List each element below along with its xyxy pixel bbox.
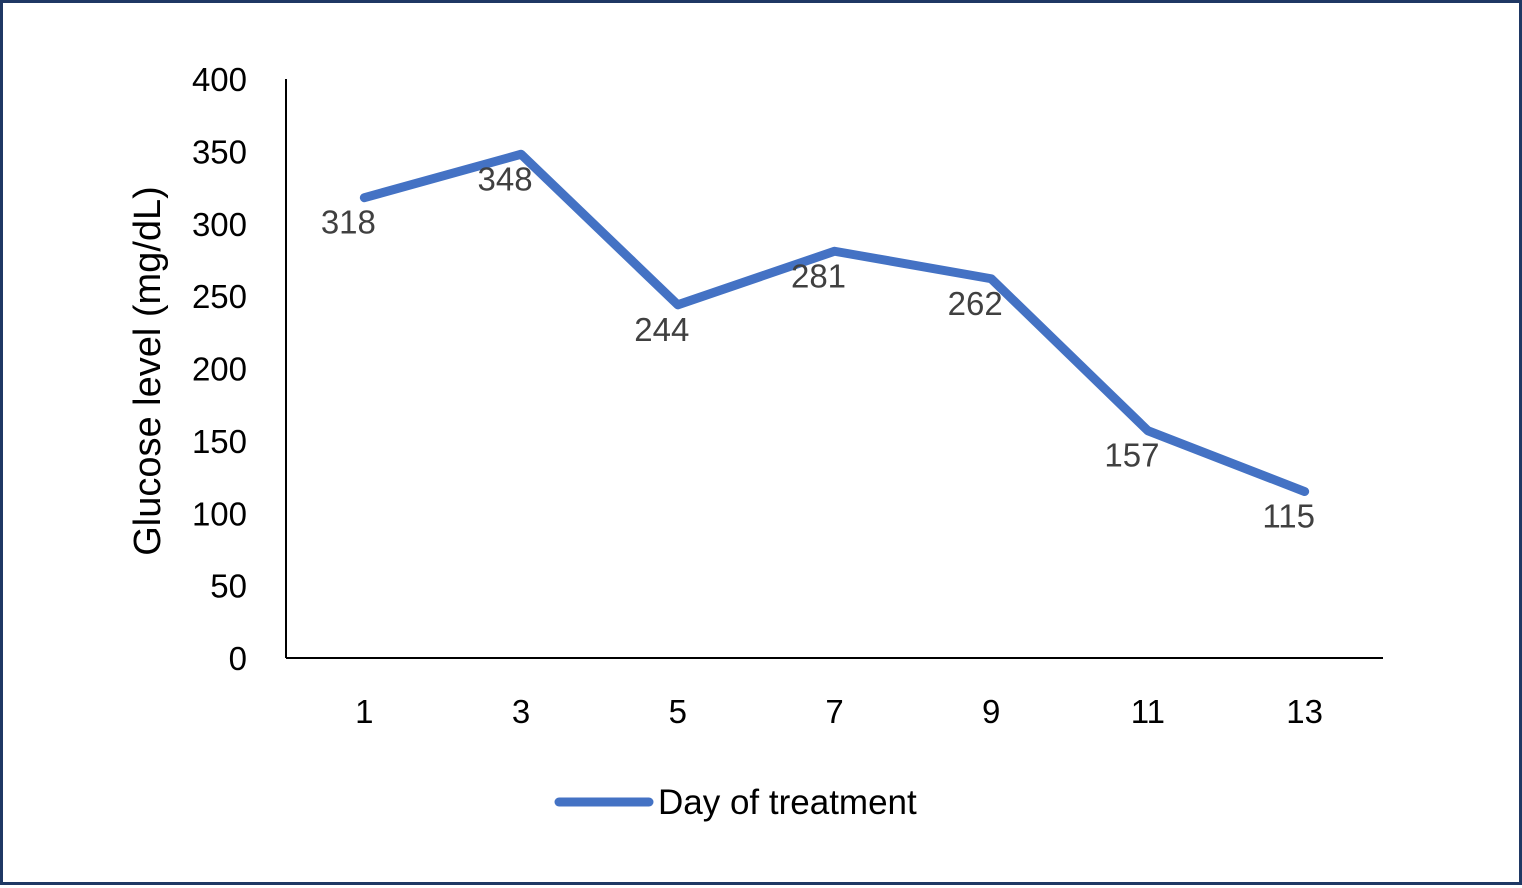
y-tick-label: 50 bbox=[210, 568, 247, 605]
data-label: 318 bbox=[321, 204, 376, 241]
x-tick-label: 3 bbox=[512, 693, 530, 730]
y-tick-label: 150 bbox=[192, 423, 247, 460]
x-tick-label: 5 bbox=[669, 693, 687, 730]
y-tick-label: 400 bbox=[192, 61, 247, 98]
y-tick-label: 100 bbox=[192, 495, 247, 532]
legend-label: Day of treatment bbox=[658, 783, 917, 822]
series-layer bbox=[359, 149, 1310, 497]
data-labels: 318 348 244 281 262 157 115 bbox=[321, 160, 1315, 534]
y-tick-label: 0 bbox=[229, 640, 247, 677]
x-tick-label: 9 bbox=[982, 693, 1000, 730]
y-axis-title: Glucose level (mg/dL) bbox=[127, 186, 169, 556]
data-label: 262 bbox=[948, 285, 1003, 322]
x-tick-label: 1 bbox=[355, 693, 373, 730]
series-line bbox=[359, 149, 1310, 497]
data-label: 115 bbox=[1262, 498, 1315, 535]
y-tick-label: 300 bbox=[192, 206, 247, 243]
x-tick-label: 11 bbox=[1131, 693, 1165, 730]
x-tick-labels: 1 3 5 7 9 11 13 bbox=[355, 693, 1323, 730]
legend: Day of treatment bbox=[554, 783, 917, 822]
y-tick-labels: 0 50 100 150 200 250 300 350 400 bbox=[192, 61, 247, 677]
y-tick-label: 250 bbox=[192, 278, 247, 315]
data-label: 348 bbox=[478, 160, 533, 197]
y-tick-label: 200 bbox=[192, 351, 247, 388]
x-tick-label: 13 bbox=[1286, 693, 1323, 730]
data-label: 281 bbox=[791, 257, 846, 294]
data-label: 157 bbox=[1104, 437, 1159, 474]
y-tick-label: 350 bbox=[192, 133, 247, 170]
data-label: 244 bbox=[634, 311, 689, 348]
x-tick-label: 7 bbox=[825, 693, 843, 730]
